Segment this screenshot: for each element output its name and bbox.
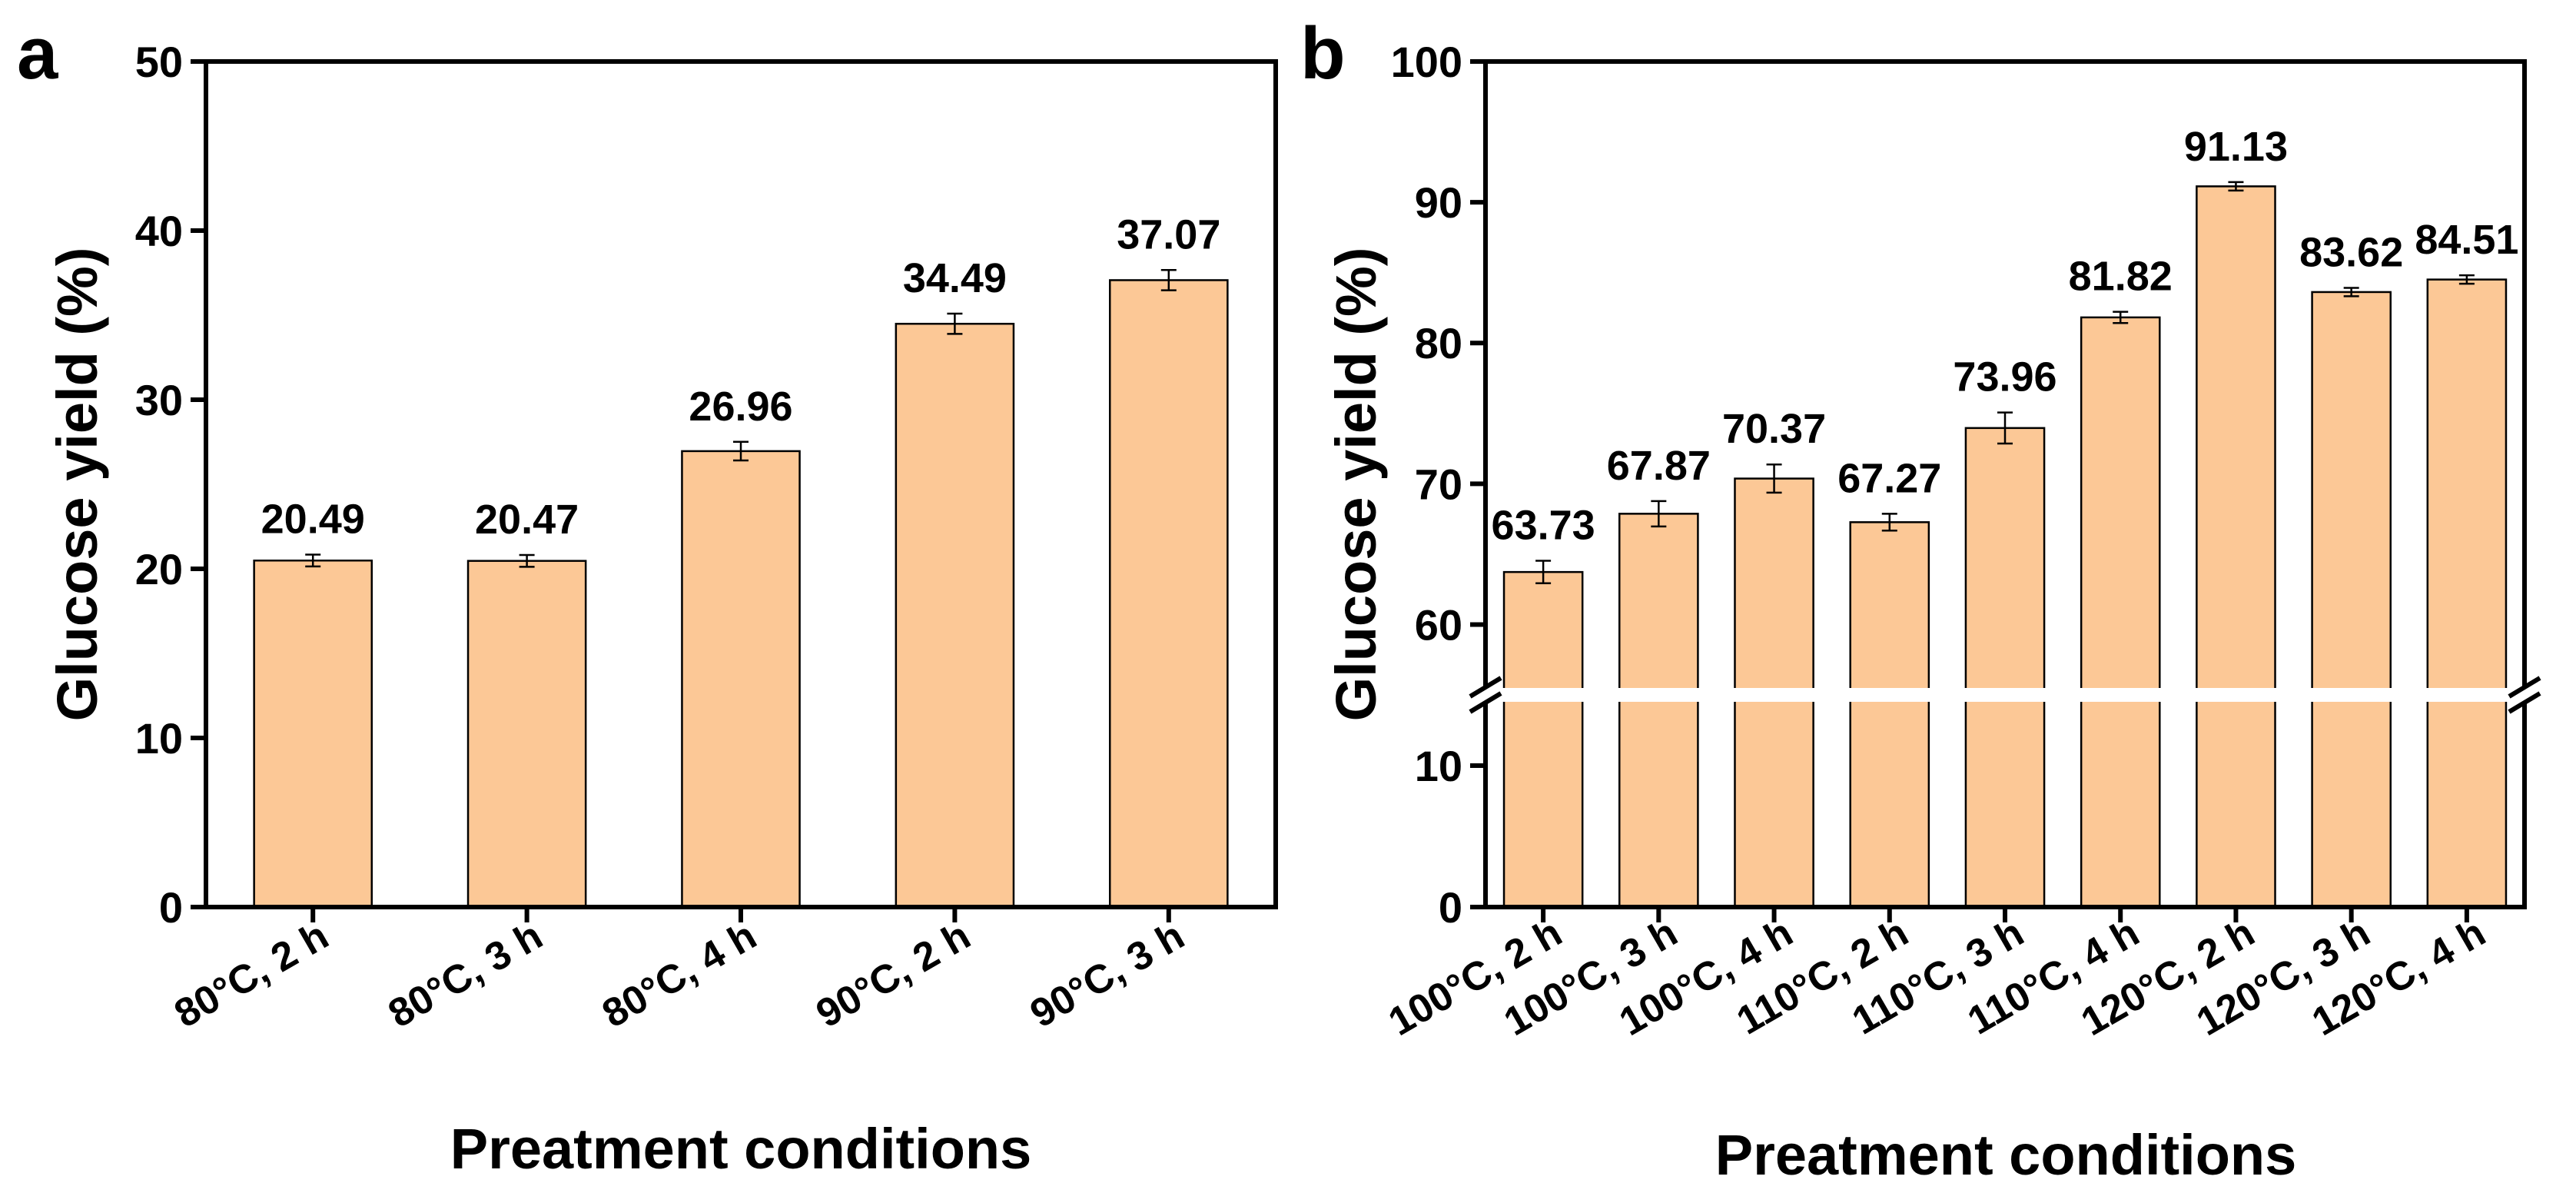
y-tick-label: 100 [1391, 38, 1462, 86]
y-tick-label: 20 [135, 545, 183, 593]
bar [2426, 278, 2508, 909]
panel-b-y-axis-title: Glucose yield (%) [1324, 248, 1388, 722]
panel-b-y-axis: 0 10 60 70 80 90 100 [1391, 38, 1486, 932]
error-bar [2113, 311, 2129, 324]
error-bar [519, 553, 535, 568]
bar [1849, 521, 1930, 909]
value-label: 67.27 [1837, 455, 1941, 501]
panel-a-y-axis-title: Glucose yield (%) [45, 248, 109, 722]
error-bar [2343, 287, 2359, 297]
error-bar [1160, 269, 1177, 291]
error-bar [1881, 513, 1897, 532]
value-label: 34.49 [903, 255, 1007, 301]
bar [253, 559, 373, 909]
bar [2196, 185, 2276, 909]
bar [1618, 513, 1699, 909]
value-label: 84.51 [2415, 217, 2518, 263]
panel-a-value-labels: 20.49 20.47 26.96 34.49 37.07 [261, 211, 1221, 543]
error-bar [2228, 181, 2244, 192]
error-bar [2458, 274, 2475, 285]
error-bar [1651, 500, 1667, 528]
panel-b-axis-break-marks [1469, 676, 2541, 714]
y-tick-label: 0 [1439, 883, 1462, 932]
bar [895, 322, 1015, 909]
x-tick-label: 80°C, 3 h [381, 913, 550, 1036]
error-bar [305, 553, 321, 568]
x-tick-label: 80°C, 2 h [167, 913, 336, 1036]
bar [1964, 427, 2046, 909]
y-tick-label: 10 [1415, 742, 1462, 790]
panel-b-bars [1502, 185, 2508, 909]
value-label: 81.82 [2069, 254, 2173, 300]
value-label: 73.96 [1953, 354, 2056, 400]
error-bar [1997, 411, 2013, 445]
value-label: 91.13 [2184, 124, 2288, 170]
y-tick-label: 10 [135, 714, 183, 763]
y-tick-label: 0 [159, 883, 183, 932]
value-label: 20.47 [475, 497, 579, 543]
panel-a-bars [253, 279, 1229, 909]
value-label: 70.37 [1722, 406, 1826, 452]
error-bar [947, 312, 963, 335]
panel-a-label: a [17, 12, 58, 95]
panel-a-x-axis: 80°C, 2 h 80°C, 3 h 80°C, 4 h 90°C, 2 h 90°C… [167, 907, 1192, 1037]
y-tick-label: 80 [1415, 319, 1462, 367]
value-label: 26.96 [689, 384, 792, 430]
panel-a-x-axis-title: Preatment conditions [450, 1117, 1032, 1181]
y-tick-label: 70 [1415, 460, 1462, 508]
bar [2080, 316, 2161, 909]
panel-a-error-bars [305, 269, 1177, 568]
bar [681, 450, 801, 909]
y-tick-label: 60 [1415, 600, 1462, 649]
error-bar [1766, 463, 1782, 494]
value-label: 83.62 [2299, 229, 2403, 275]
x-tick-label: 80°C, 4 h [595, 913, 764, 1036]
value-label: 63.73 [1492, 502, 1595, 548]
value-label: 37.07 [1117, 211, 1220, 258]
panel-b-x-axis-title: Preatment conditions [1715, 1123, 2297, 1187]
bar [1108, 279, 1229, 909]
x-tick-label: 90°C, 2 h [809, 913, 978, 1036]
bar [466, 560, 587, 909]
y-tick-label: 30 [135, 376, 183, 424]
y-tick-label: 50 [135, 38, 183, 86]
error-bar [1535, 560, 1552, 585]
y-tick-label: 90 [1415, 178, 1462, 227]
y-tick-label: 40 [135, 207, 183, 255]
panel-b-axis-break-gap [1445, 688, 2567, 702]
x-tick-label: 90°C, 3 h [1023, 913, 1192, 1036]
panel-b-label: b [1300, 12, 1346, 95]
panel-b-error-bars [1535, 181, 2475, 585]
panel-a-y-axis: 0 10 20 30 40 50 [135, 38, 206, 932]
bar [1502, 570, 1584, 909]
error-bar [733, 440, 749, 462]
value-label: 20.49 [261, 497, 365, 543]
value-label: 67.87 [1607, 443, 1711, 489]
bar [2311, 291, 2392, 909]
